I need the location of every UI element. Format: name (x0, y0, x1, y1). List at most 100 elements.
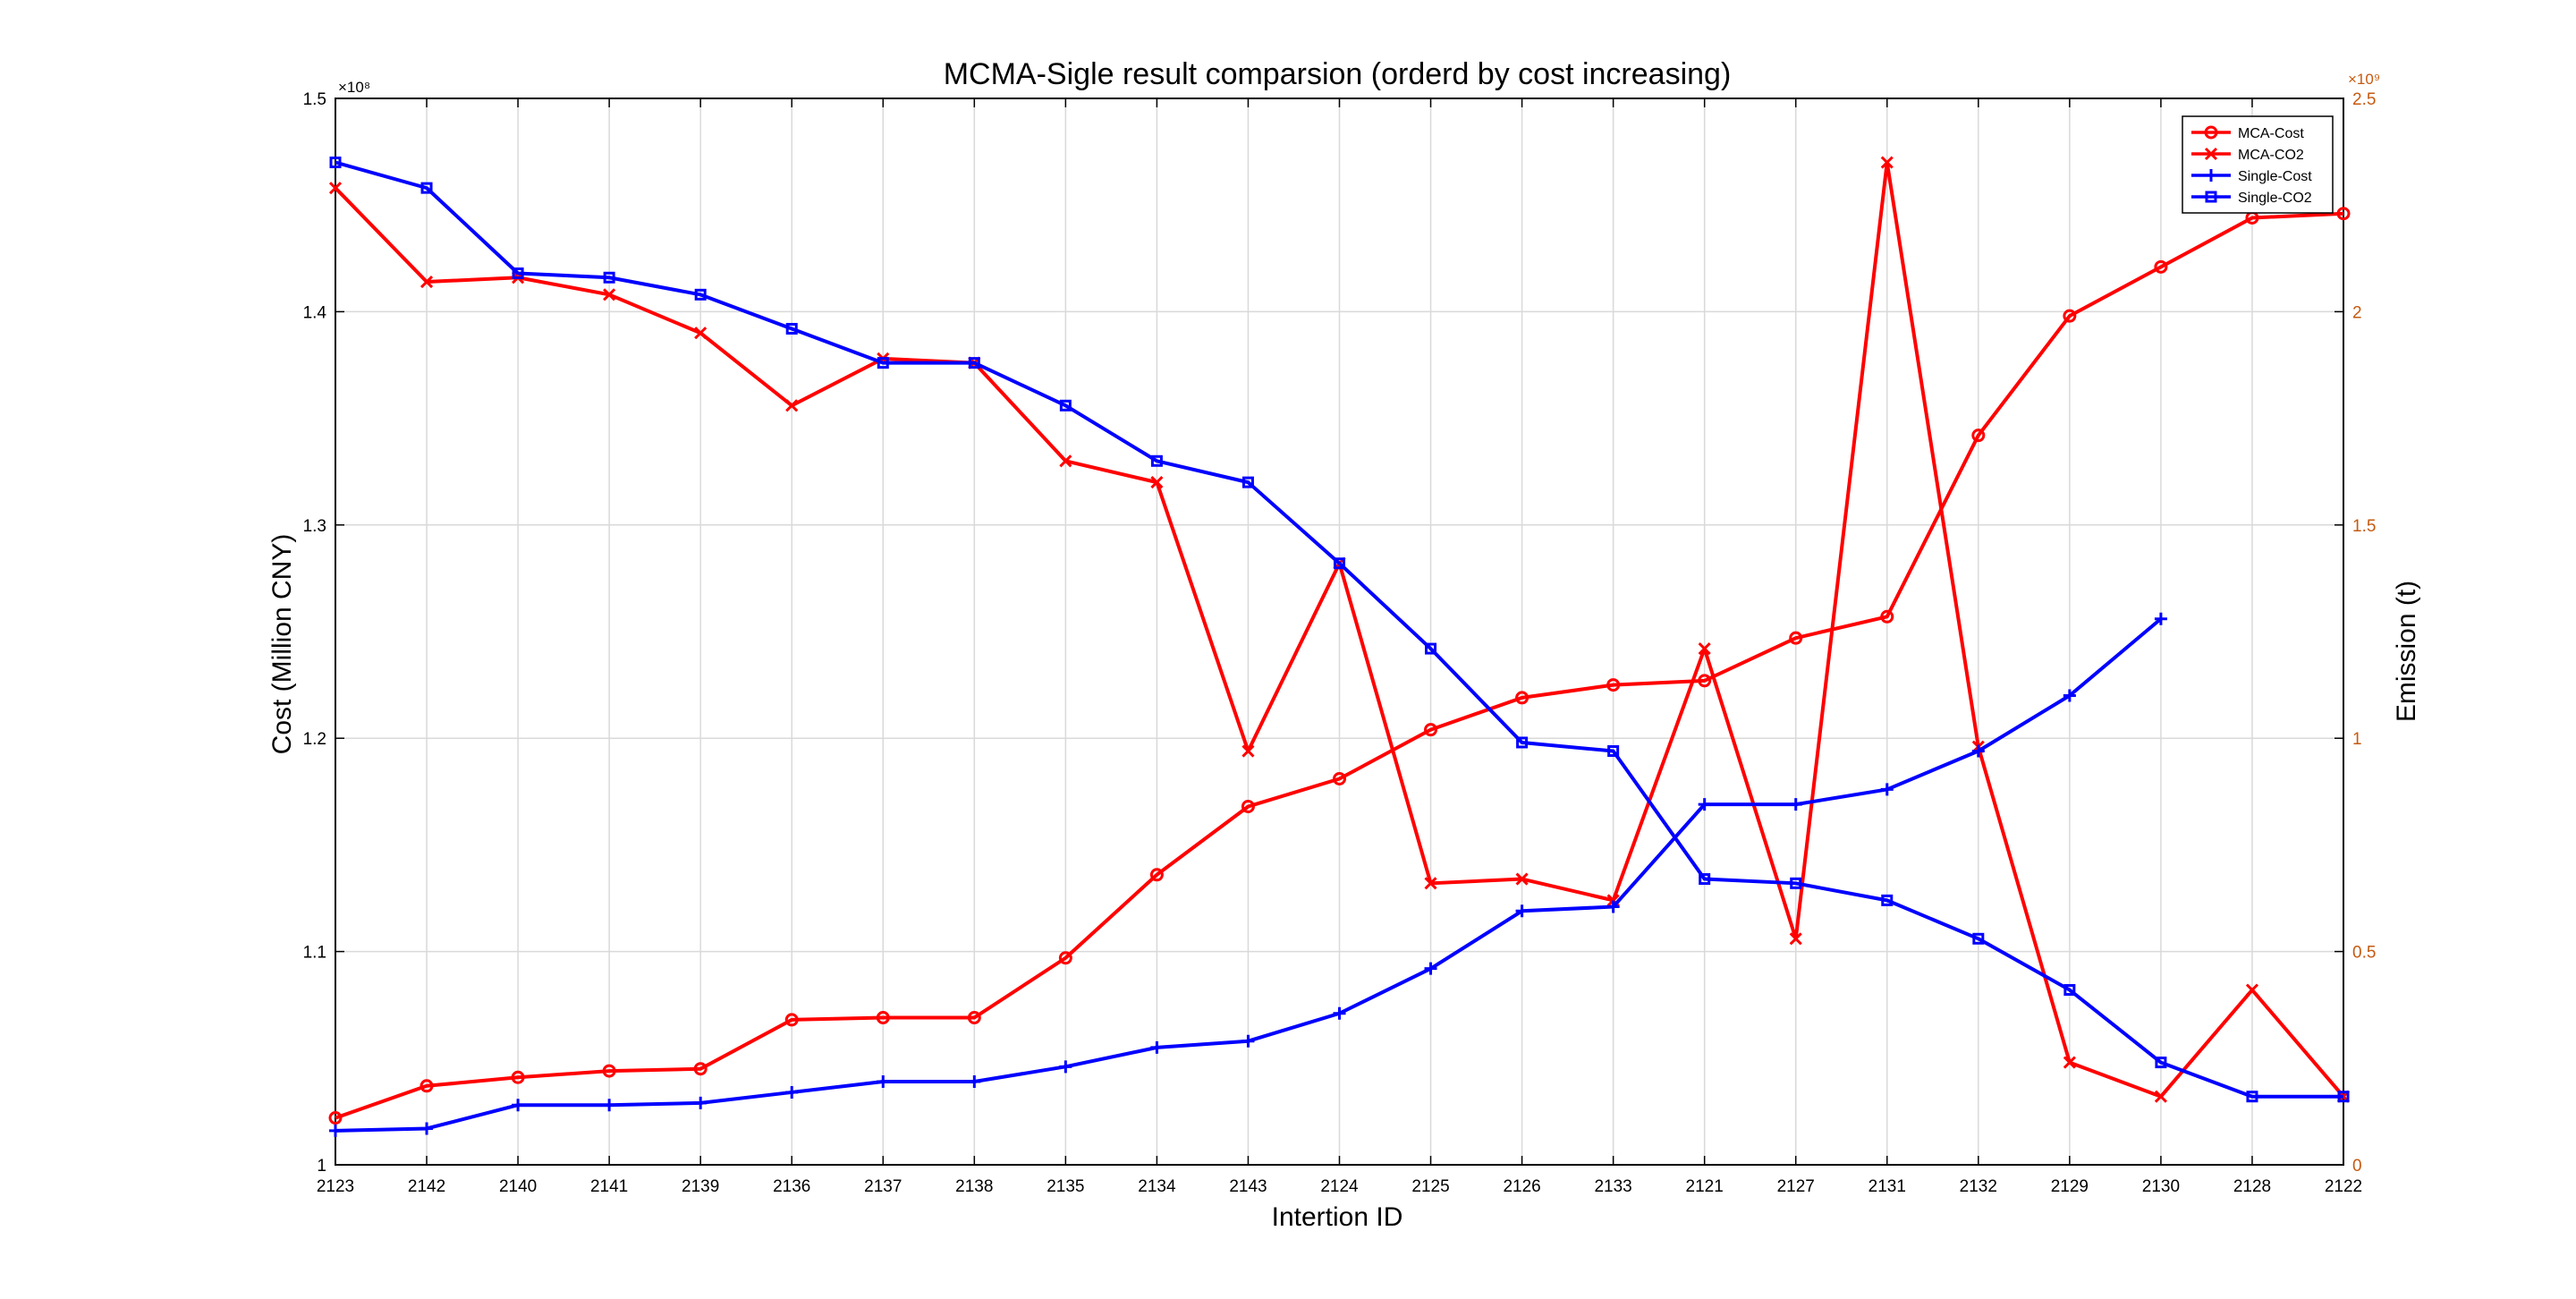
legend-marker-single-co2 (2205, 191, 2217, 203)
x-tick-label: 2139 (682, 1177, 719, 1196)
data-point-mca-cost (1149, 868, 1164, 882)
data-point-mca-co2 (419, 275, 434, 289)
data-point-single-cost (1515, 904, 1529, 918)
data-point-mca-cost (2154, 259, 2168, 274)
data-point-mca-cost (1971, 429, 1986, 443)
data-point-mca-cost (1058, 951, 1072, 965)
legend-item-single-cost: Single-Cost (2191, 169, 2312, 184)
data-point-single-co2 (1425, 642, 1437, 655)
x-tick-label: 2124 (1320, 1177, 1359, 1196)
data-point-mca-cost (1333, 771, 1346, 785)
y-right-tick-label: 2 (2352, 303, 2362, 322)
data-point-mca-cost (1789, 631, 1803, 645)
data-point-mca-co2 (603, 288, 616, 301)
data-point-mca-co2 (1880, 156, 1894, 169)
x-tick-label: 2143 (1229, 1177, 1267, 1196)
series-line-mca-cost (335, 211, 2344, 1120)
y-right-tick-label: 1.5 (2352, 517, 2376, 536)
data-point-mca-co2 (1059, 454, 1072, 468)
legend-item-mca-cost: MCA-Cost (2191, 125, 2304, 141)
legend: MCA-Cost MCA-CO2 Single-Cost Single-CO2 (2182, 115, 2334, 214)
data-point-single-co2 (420, 182, 433, 194)
data-point-mca-co2 (1515, 872, 1529, 886)
series-line-single-co2 (335, 160, 2343, 1099)
data-point-single-co2 (2246, 1091, 2258, 1103)
data-point-mca-cost (1880, 609, 1894, 624)
data-point-mca-cost (1606, 678, 1621, 692)
data-point-single-co2 (877, 357, 889, 369)
data-point-mca-cost (784, 1013, 799, 1027)
x-tick-label: 2130 (2142, 1177, 2180, 1196)
data-point-single-co2 (1516, 736, 1529, 749)
data-point-single-cost (2063, 689, 2076, 702)
data-point-mca-co2 (785, 399, 799, 412)
data-point-mca-co2 (2245, 983, 2259, 997)
data-point-single-co2 (1790, 877, 1802, 889)
axis-ticks: 2123 2142 2140 2141 2139 2136 2137 2138 2135 2134… (303, 90, 2377, 1196)
data-point-single-co2 (785, 322, 798, 335)
x-tick-label: 2133 (1594, 1177, 1631, 1196)
series-mca-cost (328, 207, 2351, 1125)
x-tick-label: 2136 (773, 1177, 810, 1196)
data-point-single-cost (1424, 962, 1437, 975)
data-point-single-cost (1150, 1040, 1164, 1054)
data-point-mca-cost (876, 1011, 890, 1025)
y-left-tick-label: 1.3 (303, 517, 326, 536)
data-point-single-cost (968, 1075, 981, 1089)
y-right-tick-label: 2.5 (2352, 90, 2376, 109)
data-point-single-co2 (1972, 932, 1985, 945)
data-point-single-co2 (603, 271, 615, 284)
legend-label-single-cost: Single-Cost (2238, 169, 2312, 184)
legend-marker-mca-co2 (2204, 147, 2218, 161)
data-point-single-cost (1333, 1006, 1346, 1020)
x-tick-label: 2129 (2051, 1177, 2089, 1196)
data-point-single-cost (1606, 900, 1620, 913)
legend-label-single-co2: Single-CO2 (2238, 191, 2312, 206)
data-point-mca-cost (602, 1064, 616, 1078)
data-point-single-cost (785, 1085, 799, 1099)
x-tick-label: 2122 (2325, 1177, 2362, 1196)
legend-item-mca-co2: MCA-CO2 (2191, 147, 2304, 163)
data-point-mca-cost (1241, 799, 1255, 813)
legend-label-mca-cost: MCA-Cost (2238, 126, 2304, 141)
y-axis-right-exponent: ×10⁹ (2348, 71, 2380, 88)
data-point-single-cost (1698, 798, 1711, 811)
data-point-mca-cost (511, 1070, 525, 1084)
data-point-mca-cost (967, 1011, 981, 1025)
data-point-single-cost (1789, 798, 1802, 811)
data-point-mca-cost (1424, 723, 1438, 737)
data-point-single-cost (329, 1124, 342, 1137)
data-point-single-co2 (1241, 476, 1254, 488)
x-axis-label: Intertion ID (1272, 1202, 1403, 1232)
data-point-single-cost (1059, 1060, 1072, 1074)
y-right-tick-label: 0.5 (2352, 944, 2376, 963)
data-point-single-co2 (2337, 1091, 2350, 1103)
data-point-single-co2 (512, 267, 524, 279)
x-tick-label: 2138 (955, 1177, 993, 1196)
y-left-tick-label: 1.1 (303, 944, 326, 963)
data-point-single-co2 (1059, 399, 1072, 412)
data-point-mca-co2 (1698, 642, 1711, 656)
data-point-single-co2 (1607, 745, 1620, 758)
data-point-single-co2 (1881, 894, 1894, 906)
data-point-single-cost (420, 1122, 434, 1135)
data-point-single-cost (512, 1099, 525, 1112)
x-tick-label: 2134 (1138, 1177, 1176, 1196)
data-point-single-co2 (1699, 873, 1711, 886)
data-point-mca-co2 (1424, 877, 1437, 890)
data-point-mca-cost (693, 1062, 708, 1076)
x-tick-label: 2132 (1960, 1177, 1997, 1196)
data-point-single-cost (603, 1099, 616, 1112)
x-tick-label: 2128 (2233, 1177, 2271, 1196)
data-point-single-cost (1241, 1034, 1255, 1048)
data-point-single-co2 (968, 357, 980, 369)
x-tick-label: 2123 (317, 1177, 354, 1196)
legend-marker-mca-cost (2204, 125, 2218, 140)
data-point-mca-cost (1515, 691, 1530, 705)
x-tick-label: 2140 (499, 1177, 537, 1196)
y-left-tick-label: 1.5 (303, 90, 326, 109)
x-tick-label: 2141 (590, 1177, 628, 1196)
legend-item-single-co2: Single-CO2 (2191, 191, 2312, 206)
data-point-single-co2 (2063, 984, 2076, 997)
